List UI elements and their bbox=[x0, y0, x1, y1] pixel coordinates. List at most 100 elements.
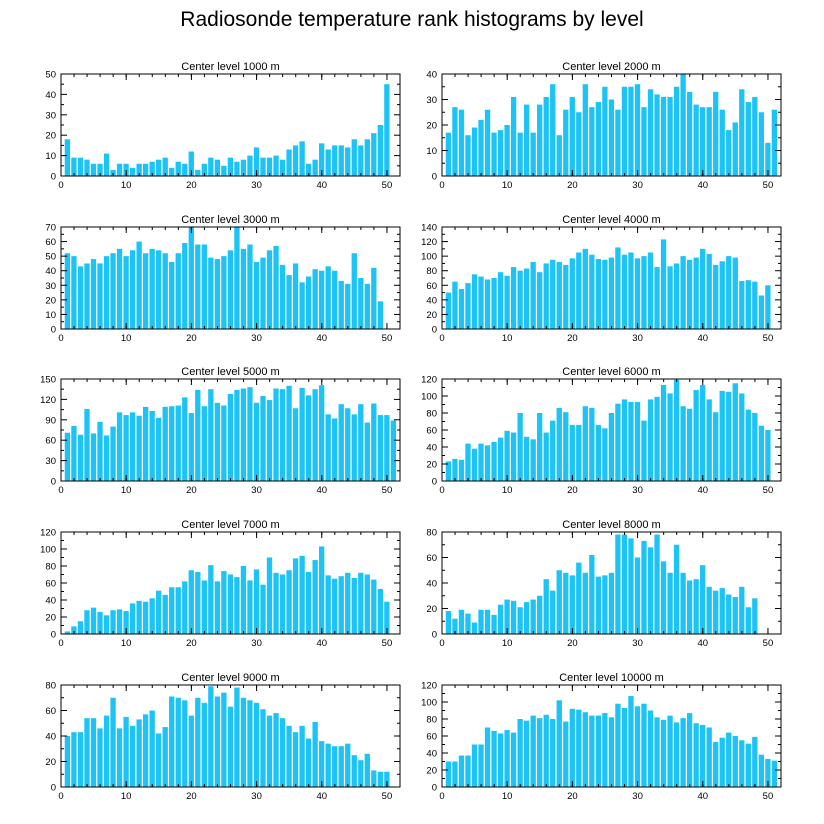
y-tick-label: 60 bbox=[426, 732, 437, 743]
bar bbox=[739, 280, 745, 329]
y-tick-label: 0 bbox=[51, 325, 56, 336]
x-tick-label: 0 bbox=[439, 180, 444, 191]
y-tick-label: 30 bbox=[45, 456, 56, 467]
bar bbox=[732, 736, 738, 787]
x-tick-label: 30 bbox=[632, 638, 643, 649]
bar bbox=[156, 250, 162, 329]
bar bbox=[221, 405, 227, 481]
bar bbox=[351, 139, 357, 176]
bar bbox=[305, 738, 312, 787]
x-tick-label: 10 bbox=[121, 333, 132, 344]
x-tick-label: 50 bbox=[763, 638, 774, 649]
bar bbox=[227, 574, 234, 634]
bar bbox=[686, 259, 693, 329]
bar bbox=[582, 712, 588, 787]
bar bbox=[253, 261, 260, 329]
bar bbox=[595, 259, 602, 329]
bar bbox=[292, 732, 299, 787]
bar bbox=[208, 257, 214, 329]
bar bbox=[563, 264, 569, 329]
bar bbox=[169, 696, 175, 787]
y-tick-label: 0 bbox=[51, 630, 56, 641]
bar bbox=[384, 415, 390, 481]
bar bbox=[641, 703, 647, 787]
bar bbox=[641, 540, 647, 634]
bar bbox=[471, 622, 478, 634]
bar bbox=[371, 403, 377, 481]
x-tick-label: 50 bbox=[382, 638, 393, 649]
bar bbox=[445, 761, 452, 787]
bar bbox=[221, 256, 227, 329]
bar bbox=[110, 697, 116, 787]
bar bbox=[234, 687, 240, 787]
bar bbox=[358, 404, 364, 481]
bar bbox=[576, 709, 582, 787]
bar bbox=[530, 599, 536, 634]
bar bbox=[713, 741, 719, 787]
y-tick-label: 10 bbox=[45, 310, 56, 321]
bar bbox=[371, 579, 377, 634]
bar bbox=[162, 157, 168, 176]
bar bbox=[647, 547, 654, 634]
bar bbox=[641, 107, 647, 176]
bar bbox=[491, 278, 497, 329]
bar bbox=[771, 109, 778, 176]
bar bbox=[325, 575, 331, 634]
y-tick-label: 0 bbox=[51, 477, 56, 488]
bar bbox=[563, 572, 569, 634]
y-tick-label: 0 bbox=[51, 783, 56, 794]
bar bbox=[595, 102, 602, 176]
bar bbox=[517, 132, 523, 176]
bar bbox=[504, 430, 510, 481]
bar bbox=[201, 580, 207, 634]
bar bbox=[510, 600, 517, 634]
bar bbox=[621, 86, 628, 176]
x-tick-label: 30 bbox=[632, 485, 643, 496]
bar bbox=[156, 733, 162, 787]
bar bbox=[706, 253, 712, 329]
bar bbox=[319, 143, 325, 176]
bar bbox=[471, 744, 478, 787]
bar bbox=[765, 430, 771, 481]
bar bbox=[162, 253, 168, 329]
bar bbox=[208, 389, 214, 481]
bar bbox=[726, 732, 732, 787]
bar bbox=[123, 256, 129, 329]
bar bbox=[673, 722, 680, 787]
bar bbox=[345, 572, 351, 634]
bar bbox=[713, 91, 719, 176]
y-tick-label: 40 bbox=[45, 266, 56, 277]
bar bbox=[491, 441, 497, 481]
bar bbox=[110, 426, 116, 481]
bar bbox=[660, 96, 667, 176]
y-tick-label: 10 bbox=[426, 146, 437, 157]
bar bbox=[273, 155, 279, 176]
bar bbox=[182, 397, 188, 481]
bar bbox=[582, 84, 588, 176]
bar bbox=[771, 760, 778, 787]
bar bbox=[90, 607, 97, 634]
bar bbox=[162, 406, 168, 481]
bar bbox=[634, 706, 641, 787]
bar bbox=[595, 576, 602, 635]
bar bbox=[77, 732, 84, 787]
bar bbox=[556, 570, 562, 634]
x-tick-label: 0 bbox=[439, 485, 444, 496]
bar bbox=[752, 413, 758, 481]
y-tick-label: 40 bbox=[426, 749, 437, 760]
x-tick-label: 20 bbox=[567, 791, 578, 802]
bar bbox=[615, 534, 621, 634]
y-tick-label: 20 bbox=[426, 121, 437, 132]
bar bbox=[377, 125, 383, 176]
bar bbox=[136, 600, 142, 634]
bar bbox=[628, 252, 634, 329]
bar bbox=[84, 159, 90, 176]
bar bbox=[732, 597, 738, 634]
bar bbox=[299, 725, 305, 787]
bar bbox=[195, 169, 201, 176]
bar bbox=[719, 737, 725, 787]
bar bbox=[543, 96, 549, 176]
y-tick-label: 120 bbox=[421, 375, 437, 386]
bar bbox=[660, 719, 667, 787]
panel-title: Center level 8000 m bbox=[562, 519, 660, 531]
